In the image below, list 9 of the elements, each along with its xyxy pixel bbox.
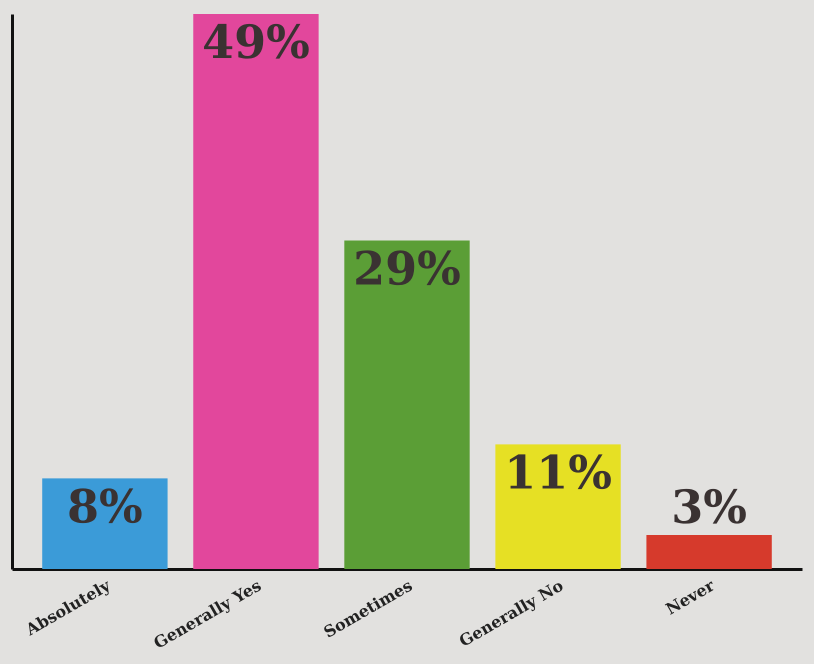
data-label: 11% bbox=[504, 445, 612, 500]
bar bbox=[646, 535, 772, 569]
data-label: 8% bbox=[67, 479, 143, 534]
data-label: 29% bbox=[353, 242, 461, 296]
bar bbox=[193, 14, 319, 569]
bar bbox=[344, 240, 470, 569]
data-label: 49% bbox=[202, 15, 310, 69]
data-label: 3% bbox=[671, 480, 747, 534]
bar bbox=[495, 444, 621, 569]
